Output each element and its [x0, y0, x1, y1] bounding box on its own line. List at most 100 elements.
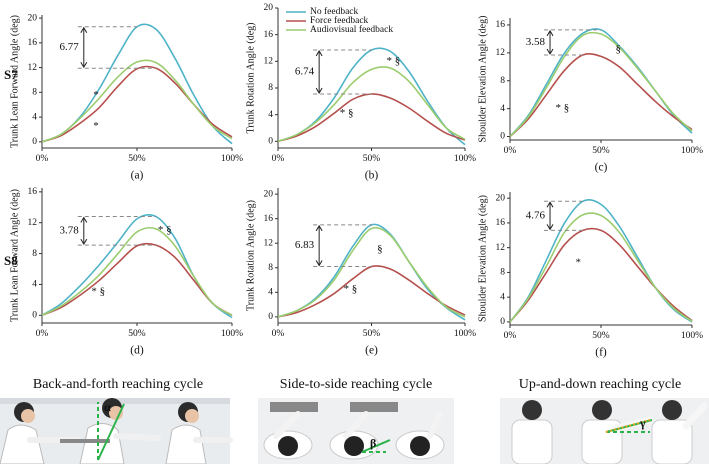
x-tick-label: 50%: [592, 331, 610, 341]
x-tick-label: 0%: [36, 154, 49, 164]
y-tick-label: 8: [500, 76, 505, 86]
difference-label: 6.74: [295, 66, 315, 78]
chart-panel: 0 4 8 12 16 0% 50% 100% Shoulder Elevation Angle…: [477, 16, 703, 174]
y-tick-label: 4: [500, 104, 505, 114]
series-line: [41, 65, 233, 143]
y-tick-label: 4: [268, 288, 273, 298]
y-tick-label: 16: [264, 214, 274, 224]
significance-marker: * §: [556, 102, 570, 114]
difference-label: 3.58: [526, 36, 546, 48]
x-tick-label: 100%: [221, 154, 243, 164]
bracket-arrow: [546, 201, 554, 231]
bracket-arrow: [315, 224, 323, 267]
row-label: S7: [4, 67, 18, 82]
x-tick-label: 100%: [454, 154, 476, 164]
bracket-arrow: [546, 29, 554, 55]
significance-marker: * §: [91, 286, 105, 298]
significance-marker: * §: [340, 107, 354, 119]
chart-panel: 0 4 8 12 16 20 0% 50% 100% Trunk Rotation Angle (…: [245, 188, 476, 357]
y-tick-label: 20: [264, 3, 274, 13]
panel-label: (d): [130, 345, 144, 357]
chart-panel: 0 4 8 12 16 20 0% 50% 100% Trunk Rotation Angle (…: [245, 3, 476, 181]
caption: Up-and-down reaching cycle: [519, 377, 681, 392]
y-tick-label: 4: [268, 110, 273, 120]
difference-label: 3.78: [60, 224, 80, 236]
significance-marker: §: [616, 43, 622, 55]
y-tick-label: 0: [268, 312, 273, 322]
y-tick-label: 12: [496, 243, 506, 253]
x-tick-label: 0%: [504, 146, 517, 156]
significance-marker: *: [93, 89, 99, 101]
y-tick-label: 8: [500, 268, 505, 278]
y-tick-label: 20: [28, 13, 38, 23]
panel-label: (b): [365, 170, 379, 182]
significance-marker: *: [576, 257, 582, 269]
series-line: [277, 265, 466, 318]
y-axis-label: Shoulder Elevation Angle (deg): [477, 195, 488, 322]
y-tick-label: 12: [28, 63, 38, 73]
y-tick-label: 8: [32, 249, 37, 259]
series-line: [277, 226, 466, 318]
series-line: [41, 226, 233, 317]
difference-label: 4.76: [526, 209, 546, 221]
x-tick-label: 50%: [363, 154, 381, 164]
y-tick-label: 0: [32, 310, 37, 320]
y-tick-label: 0: [268, 137, 273, 147]
significance-marker: * §: [343, 283, 357, 295]
y-tick-label: 0: [32, 137, 37, 147]
y-axis-label: Shoulder Elevation Angle (deg): [477, 16, 488, 143]
y-axis-label: Trunk Lean Forward Angle (deg): [9, 15, 20, 148]
y-tick-label: 8: [268, 83, 273, 93]
significance-marker: * §: [158, 224, 172, 236]
legend-label: No feedback: [310, 6, 359, 17]
y-tick-label: 4: [32, 280, 37, 290]
x-tick-label: 50%: [363, 329, 381, 339]
significance-marker: *: [93, 120, 99, 132]
angle-label: γ: [639, 416, 646, 430]
panel-label: (e): [365, 345, 378, 357]
angle-label: β: [370, 436, 376, 450]
x-tick-label: 0%: [36, 329, 49, 339]
series-line: [509, 31, 693, 138]
series-line: [41, 242, 233, 317]
series-line: [509, 227, 693, 323]
y-axis-label: Trunk Lean Forward Angle (deg): [9, 189, 20, 322]
x-tick-label: 50%: [128, 329, 146, 339]
y-tick-label: 16: [28, 187, 38, 197]
y-tick-label: 0: [500, 317, 505, 327]
y-tick-label: 12: [496, 48, 506, 58]
y-tick-label: 4: [500, 292, 505, 302]
x-tick-label: 100%: [221, 329, 243, 339]
y-tick-label: 4: [32, 112, 37, 122]
angle-label: α: [104, 400, 111, 414]
significance-marker: §: [377, 243, 383, 255]
y-axis-label: Trunk Rotation Angle (deg): [245, 22, 256, 133]
y-tick-label: 12: [264, 238, 274, 248]
illustration: α β γ: [0, 398, 709, 464]
series-line: [509, 53, 693, 138]
bracket-arrow: [80, 216, 88, 246]
bracket-arrow: [80, 26, 88, 69]
y-tick-label: 20: [264, 189, 274, 199]
series-line: [41, 59, 233, 143]
panel-label: (c): [595, 162, 608, 174]
x-tick-label: 0%: [272, 329, 285, 339]
chart-panel: 0 4 8 12 16 0% 50% 100% Trunk Lean Forward Angle…: [9, 187, 243, 357]
y-tick-label: 16: [496, 20, 506, 30]
caption: Side-to-side reaching cycle: [280, 377, 432, 392]
caption: Back-and-forth reaching cycle: [33, 377, 203, 392]
chart-panel: 0 4 8 12 16 20 0% 50% 100% Trunk Lean Forward Ang…: [9, 13, 243, 181]
significance-marker: * §: [386, 55, 400, 67]
panel-label: (a): [131, 170, 144, 182]
x-tick-label: 0%: [272, 154, 285, 164]
y-tick-label: 20: [496, 193, 506, 203]
chart-panel: 0 4 8 12 16 20 0% 50% 100% Shoulder Elevation Ang…: [477, 192, 703, 359]
x-tick-label: 100%: [681, 331, 703, 341]
difference-label: 6.83: [295, 239, 315, 251]
y-tick-label: 0: [500, 132, 505, 142]
legend-label: Audiovisual feedback: [310, 24, 393, 35]
x-tick-label: 50%: [592, 146, 610, 156]
series-line: [277, 66, 466, 143]
row-label: S8: [4, 253, 18, 268]
